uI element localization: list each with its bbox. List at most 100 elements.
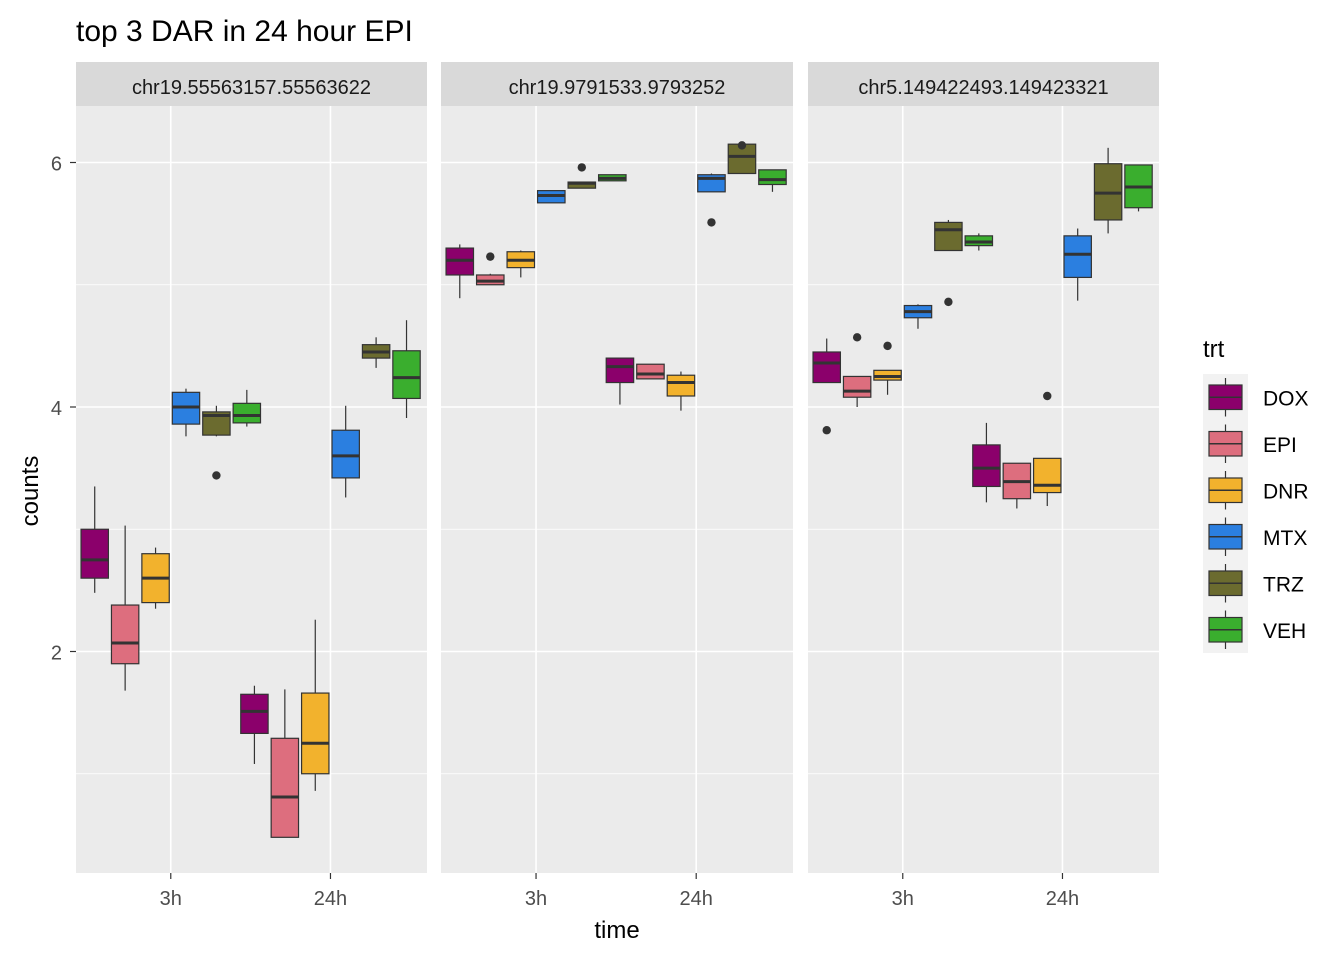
box-dox-3h [812,338,842,435]
facet-strip [808,62,1159,106]
y-axis: 2 4 6 [51,154,76,665]
y-tick-label: 2 [51,643,62,665]
facet-panel: chr19.55563157.55563622 3h 24h [76,62,427,910]
box-mtx-24h [1063,228,1092,301]
box-epi-24h [1002,462,1032,509]
legend-key-epi: EPI [1203,420,1297,467]
legend-key-dox: DOX [1203,374,1309,421]
outlier-point [822,426,831,435]
panel-background [441,106,793,873]
box-trz-24h [361,337,391,368]
box-body [232,402,262,424]
box-body [758,169,787,186]
box-mtx-24h [697,173,726,227]
facet-strip [441,62,793,106]
x-tick-label: 3h [525,888,547,910]
box-mtx-24h [331,405,360,498]
legend-label: EPI [1263,434,1297,457]
x-tick-label: 24h [314,888,347,910]
box-body [972,444,1001,488]
box-trz-24h [1093,147,1123,234]
box-dnr-3h [506,250,536,278]
outlier-point [737,141,747,150]
legend-label: VEH [1263,620,1306,643]
box-body [636,363,665,380]
box-epi-24h [270,689,300,838]
box-body [240,693,269,735]
box-mtx-3h [536,190,566,204]
box-dox-3h [445,244,475,299]
box-body [666,374,696,397]
box-body [1032,457,1062,494]
y-tick-label: 6 [51,154,62,176]
panel-background [76,106,427,873]
outlier-point [486,252,495,261]
box-trz-3h [202,405,231,480]
box-dnr-3h [141,547,170,609]
box-trz-3h [567,163,597,189]
box-epi-24h [636,363,665,380]
x-tick-label: 3h [160,888,182,910]
box-dox-24h [605,357,635,405]
box-dnr-24h [300,619,330,791]
outlier-point [1043,391,1052,401]
y-tick-label: 4 [51,398,62,420]
x-tick-label: 24h [680,888,713,910]
outlier-point [852,333,862,342]
outlier-point [944,297,953,307]
box-dox-24h [972,422,1001,503]
box-trz-24h [727,141,757,175]
box-dox-24h [240,685,269,764]
x-axis-label: time [594,917,639,944]
x-tick-label: 3h [892,888,914,910]
box-dox-3h [80,486,110,593]
legend-label: DNR [1263,480,1309,503]
box-body [110,604,140,665]
outlier-point [212,471,221,480]
box-veh-3h [232,389,262,427]
box-dnr-24h [666,371,696,411]
box-body [202,411,231,436]
box-mtx-3h [903,304,933,329]
legend-label: TRZ [1263,573,1304,596]
x-tick-label: 24h [1046,888,1079,910]
chart-title: top 3 DAR in 24 hour EPI [76,15,413,48]
box-body [331,429,360,479]
legend-key-veh: VEH [1203,606,1306,653]
facet-strip-label: chr5.149422493.149423321 [858,77,1108,99]
legend-label: MTX [1263,527,1307,550]
facet-panel: chr19.9791533.9793252 3h 24h [441,62,793,910]
legend-key-mtx: MTX [1203,513,1307,560]
outlier-point [577,163,586,172]
facet-strip [76,62,427,106]
y-axis-label: counts [17,456,44,527]
outlier-point [883,341,892,351]
box-body [605,357,635,384]
box-dnr-3h [873,341,902,395]
panel-background [808,106,1159,873]
facet-panel: chr5.149422493.149423321 3h 24h [808,62,1159,910]
box-veh-24h [758,169,787,192]
box-epi-3h [110,525,140,691]
box-dnr-24h [1032,391,1062,507]
outlier-point [707,218,716,227]
facet-strip-label: chr19.55563157.55563622 [132,77,371,99]
box-body [842,375,872,398]
box-trz-3h [934,219,963,307]
legend-key-dnr: DNR [1203,467,1309,514]
box-veh-3h [597,174,627,182]
legend-key-trz: TRZ [1203,560,1304,607]
legend-title: trt [1203,336,1225,363]
box-mtx-3h [171,388,201,437]
box-body [392,350,421,400]
box-body [1063,235,1092,279]
box-epi-3h [475,252,505,286]
facet-strip-label: chr19.9791533.9793252 [509,77,726,99]
box-veh-3h [964,233,994,251]
box-body [300,692,330,775]
legend: trt DOX EPI DNR MTX TRZ VEH [1203,336,1309,653]
box-veh-24h [1124,164,1153,212]
box-body [812,351,842,384]
